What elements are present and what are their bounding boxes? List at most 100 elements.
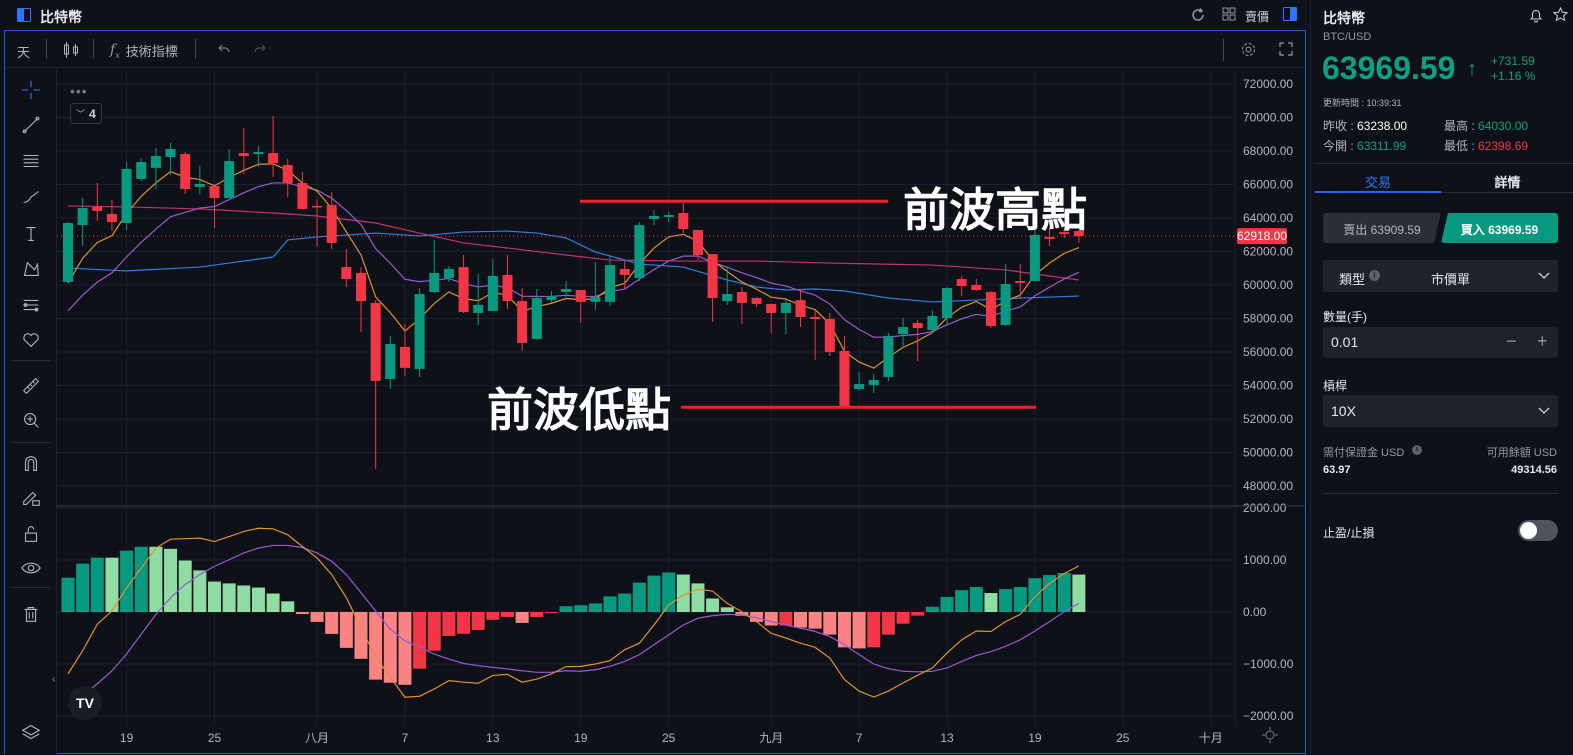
lock-drawing-icon[interactable] [19, 486, 43, 510]
pattern-icon[interactable] [19, 257, 43, 281]
candle-body [824, 319, 835, 352]
price-change-pct: +1.16 % [1491, 69, 1536, 83]
macd-tick-label: 0.00 [1243, 605, 1267, 619]
macd-histogram-bar [911, 612, 925, 616]
candle [912, 320, 923, 362]
candle [121, 162, 132, 231]
plus-icon[interactable]: + [1537, 331, 1548, 351]
candle [209, 183, 220, 229]
ma-line-orange [67, 163, 1080, 369]
macd-histogram-bar [603, 596, 617, 612]
fullscreen-icon[interactable] [1279, 42, 1293, 56]
panel-toggle-icon[interactable] [1283, 7, 1297, 21]
order-type-select[interactable]: 類型 i 市價單 [1323, 260, 1558, 292]
star-icon[interactable] [1553, 7, 1568, 22]
top-bar: 比特幣 賣價 [0, 0, 1305, 30]
divider [13, 587, 50, 588]
macd-line [67, 527, 1080, 698]
macd-histogram-bar [852, 612, 866, 649]
candle [92, 182, 103, 222]
layers-icon[interactable] [19, 721, 43, 745]
candle [165, 142, 176, 175]
macd-histogram-bar [779, 612, 793, 626]
candlestick-icon[interactable] [62, 41, 80, 59]
day-low: 最低 : 62398.69 [1444, 139, 1529, 153]
candle-body [326, 204, 337, 243]
refresh-icon[interactable] [1190, 7, 1206, 23]
collapse-arrow-icon[interactable]: ‹ [52, 674, 56, 685]
price-tick-label: 58000.00 [1243, 312, 1293, 326]
forecast-icon[interactable] [19, 293, 43, 317]
macd-histogram-bar [295, 612, 309, 615]
macd-tick-label: 1000.00 [1243, 553, 1287, 567]
ruler-icon[interactable] [19, 374, 43, 398]
zoom-in-icon[interactable] [19, 408, 43, 432]
candle [824, 312, 835, 357]
trend-line-icon[interactable] [19, 113, 43, 137]
tab-trade[interactable]: 交易 [1315, 164, 1441, 193]
leverage-select[interactable]: 10X [1323, 395, 1558, 427]
time-tick-label: 19 [120, 731, 134, 745]
macd-histogram-bar [530, 612, 544, 617]
trash-icon[interactable] [19, 602, 43, 626]
horizontal-lines-icon[interactable] [19, 149, 43, 173]
interval-selector[interactable]: 天 [17, 45, 31, 60]
price-tick-label: 56000.00 [1243, 345, 1293, 359]
candle-body [180, 154, 191, 190]
minus-icon[interactable]: − [1506, 331, 1517, 351]
buy-button[interactable]: 買入 63969.59 [1441, 213, 1558, 243]
sell-button[interactable]: 賣出 63909.59 [1323, 213, 1441, 243]
candle [942, 287, 952, 327]
divider [1315, 163, 1573, 164]
macd-histogram-bar [969, 587, 983, 612]
unlock-icon[interactable] [19, 522, 43, 546]
indicators-button[interactable]: fx 技術指標 [110, 41, 178, 60]
crosshair-icon[interactable] [19, 78, 43, 102]
indicators-label: 技術指標 [125, 44, 178, 59]
price-type-label[interactable]: 賣價 [1245, 10, 1270, 24]
heart-icon[interactable] [19, 328, 43, 352]
text-icon[interactable] [19, 222, 43, 246]
candle [590, 262, 601, 310]
time-tick-label: 13 [486, 731, 500, 745]
panel-icon[interactable] [17, 8, 31, 22]
candle-body [443, 268, 454, 278]
macd-histogram-bar [222, 583, 236, 612]
eye-icon[interactable] [19, 556, 43, 580]
tab-details[interactable]: 詳情 [1441, 164, 1573, 193]
last-price-badge [1237, 228, 1287, 245]
grid-icon[interactable] [1222, 7, 1236, 21]
candle [1073, 230, 1084, 243]
info-icon[interactable]: i [1412, 445, 1422, 455]
candle-body [780, 302, 791, 313]
tp-sl-toggle[interactable] [1518, 520, 1558, 541]
time-tick-label: 八月 [305, 731, 329, 745]
candle [927, 309, 938, 334]
info-icon[interactable]: i [1369, 270, 1380, 281]
macd-histogram-bar [501, 612, 514, 617]
more-options-icon[interactable]: ••• [70, 83, 88, 99]
day-high: 最高 : 64030.00 [1444, 119, 1529, 133]
time-tick-label: 13 [940, 731, 954, 745]
candle-body [502, 274, 513, 302]
bell-icon[interactable] [1529, 8, 1543, 23]
macd-histogram-bar [1072, 574, 1086, 612]
timezone-settings-icon[interactable] [1262, 727, 1278, 743]
brush-icon[interactable] [19, 185, 43, 209]
chart-canvas[interactable]: 72000.0070000.0068000.0066000.0064000.00… [0, 0, 1305, 755]
tp-sl-label: 止盈/止損 [1323, 526, 1375, 540]
tradingview-logo[interactable]: TV [68, 686, 102, 720]
macd-tick-label: −1000.00 [1243, 657, 1294, 671]
quantity-input[interactable]: 0.01 [1331, 334, 1359, 350]
undo-icon[interactable] [216, 43, 230, 55]
redo-icon[interactable] [254, 43, 268, 55]
candle [707, 254, 718, 323]
candle [868, 373, 879, 394]
candle [531, 289, 542, 340]
macd-histogram-bar [925, 606, 939, 612]
magnet-icon[interactable] [19, 452, 43, 476]
candle [224, 148, 235, 199]
settings-icon[interactable] [1240, 41, 1257, 58]
legend-collapse-button[interactable]: ﹀ 4 [70, 103, 102, 124]
candle-body [429, 272, 440, 293]
